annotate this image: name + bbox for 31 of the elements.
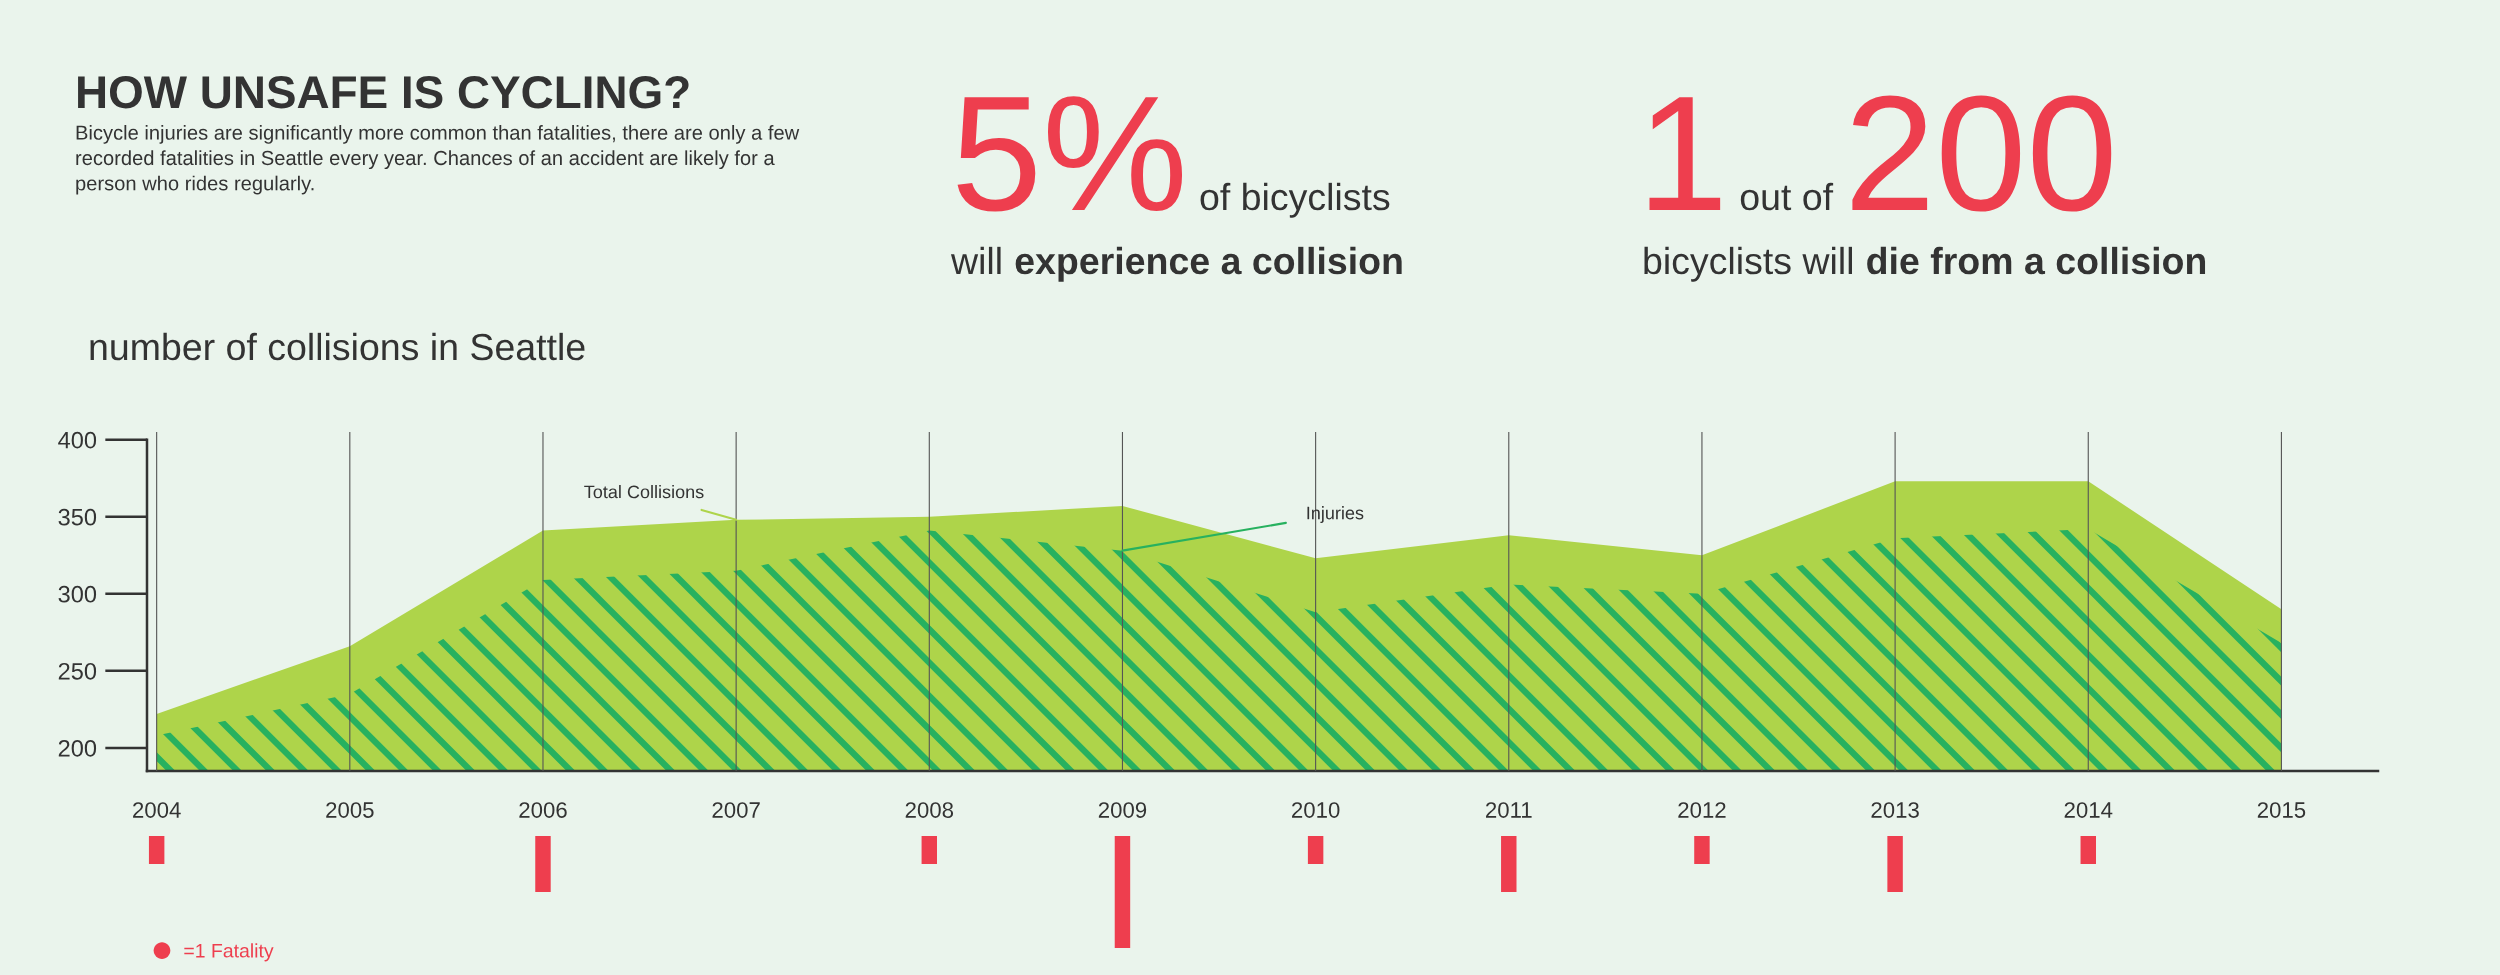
x-tick-label: 2007 (712, 802, 760, 818)
chart-title: number of collisions in Seattle (90, 332, 585, 361)
x-tick-label: 2004 (133, 802, 181, 818)
x-tick-label: 2009 (1098, 802, 1147, 818)
text: die from a collision (1867, 246, 2206, 275)
text: bicyclists will (1644, 246, 1853, 282)
text: out of (1740, 182, 1834, 211)
y-tick-label: 200 (58, 739, 97, 757)
text: experience a collision (1015, 246, 1402, 282)
text: of bicyclists (1200, 182, 1390, 218)
text: 5% (957, 96, 1183, 212)
y-tick-label: 250 (58, 662, 97, 680)
x-tick-label: 2012 (1678, 802, 1726, 818)
y-tick-label: 350 (58, 508, 97, 526)
text: Bicycle injuries are significantly more common than fatalities, there are only a few recorded fatalities in Seattle every year. Chances of an accident are likely for a person who rides regularly. (76, 125, 800, 195)
text: HOW UNSAFE IS CYCLING? (78, 76, 689, 109)
text: will (950, 246, 1001, 274)
y-tick-label: 300 (58, 585, 97, 603)
x-tick-label: 2014 (2064, 802, 2113, 818)
text: 200 (1852, 95, 2112, 212)
x-tick-label: 2005 (326, 802, 374, 818)
y-tick-label: 400 (58, 431, 97, 449)
text: 1 (1649, 97, 1721, 210)
series-label: Total Collisions (584, 485, 704, 499)
x-tick-label: 2015 (2257, 802, 2306, 818)
x-tick-label: 2011 (1486, 802, 1532, 818)
x-tick-label: 2010 (1292, 802, 1340, 818)
x-tick-label: 2013 (1871, 802, 1919, 818)
x-tick-label: 2006 (519, 802, 567, 818)
x-tick-label: 2008 (905, 802, 954, 818)
legend-label: =1 Fatality (184, 943, 274, 962)
